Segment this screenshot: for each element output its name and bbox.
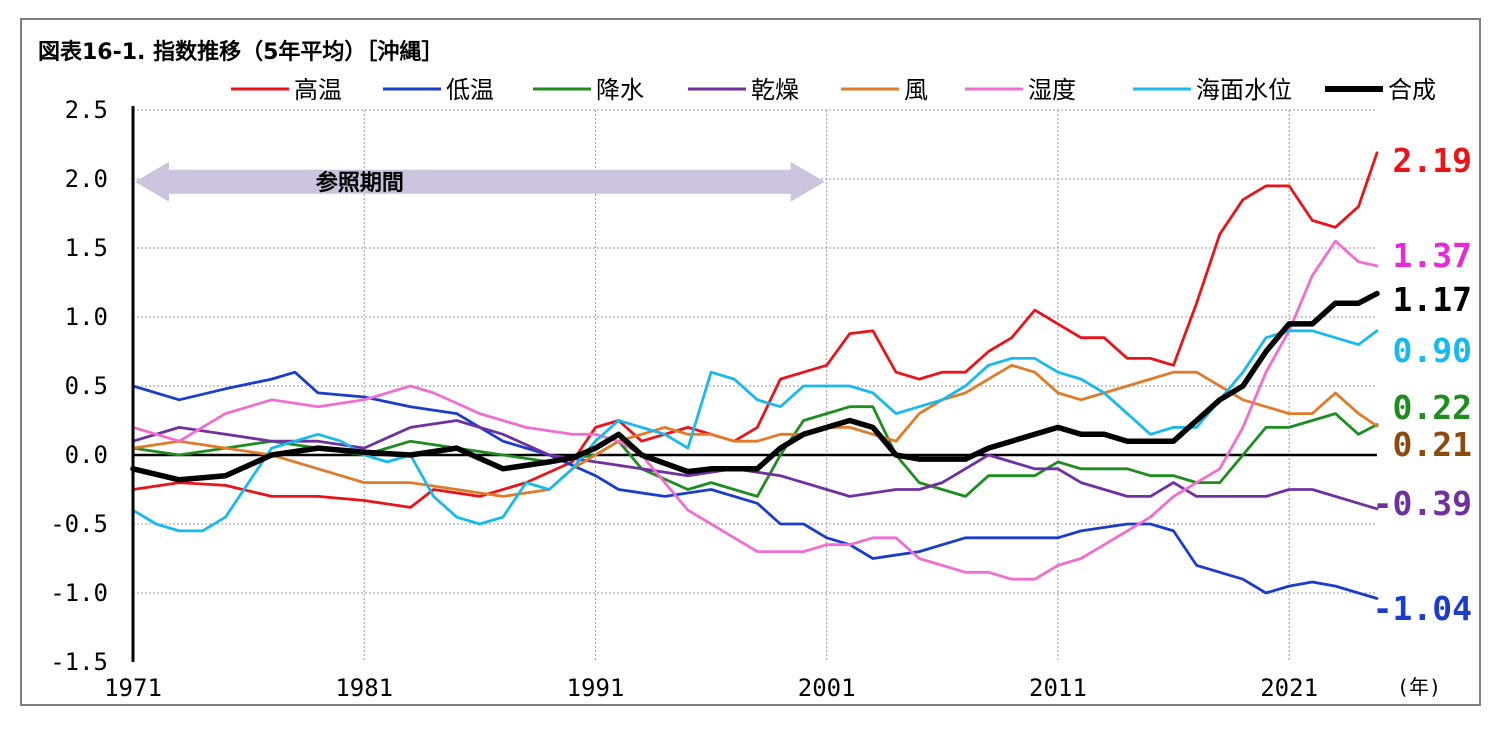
x-tick-label: 2011: [1029, 674, 1087, 702]
legend-label: 高温: [294, 76, 342, 104]
x-tick-label: 2001: [798, 674, 856, 702]
y-tick-label: 0.5: [65, 372, 108, 400]
y-tick-label: -1.0: [50, 579, 108, 607]
chart-frame: [20, 18, 1481, 706]
y-tick-label: -1.5: [50, 648, 108, 676]
legend-label: 風: [904, 76, 928, 104]
y-tick-label: 1.5: [65, 234, 108, 262]
y-tick-label: -0.5: [50, 510, 108, 538]
y-tick-label: 2.0: [65, 165, 108, 193]
x-tick-label: 1991: [567, 674, 625, 702]
end-value-label: 0.21: [1393, 425, 1472, 464]
series-lines: [130, 151, 1380, 600]
x-unit-label: (年): [1397, 675, 1441, 699]
end-value-label: 0.90: [1393, 331, 1472, 370]
series-line: [131, 419, 1379, 511]
series-line: [131, 363, 1379, 498]
series-line: [130, 290, 1380, 483]
y-tick-label: 2.5: [65, 96, 108, 124]
reference-period-label: 参照期間: [316, 170, 404, 196]
legend-label: 降水: [596, 76, 644, 104]
reference-period-arrow: 参照期間: [135, 161, 825, 202]
legend-label: 低温: [446, 76, 494, 104]
legend-label: 合成: [1388, 76, 1436, 104]
end-value-label: -1.04: [1373, 589, 1472, 628]
legend-label: 海面水位: [1196, 76, 1292, 104]
x-tick-label: 2021: [1260, 674, 1318, 702]
chart-title: 図表16-1. 指数推移（5年平均）［沖縄］: [38, 40, 444, 65]
y-tick-label: 1.0: [65, 303, 108, 331]
x-tick-label: 1981: [335, 674, 393, 702]
series-line: [131, 239, 1379, 581]
legend: 高温 低温 降水 乾燥 風 湿度 海面水位 合成: [231, 76, 1436, 104]
legend-label: 湿度: [1028, 76, 1076, 104]
end-value-label: 1.37: [1393, 236, 1472, 275]
grid-lines: [133, 109, 1377, 662]
end-value-label: 0.22: [1393, 388, 1472, 427]
end-value-label: 2.19: [1393, 141, 1472, 180]
reference-arrow-shape: [135, 161, 825, 202]
end-value-label: 1.17: [1393, 280, 1472, 319]
end-value-labels: 2.19 -1.04 0.22 -0.39 0.21 1.37 0.90 1.17: [1373, 141, 1472, 628]
series-line: [131, 329, 1379, 533]
end-value-label: -0.39: [1373, 484, 1472, 523]
series-line: [131, 151, 1379, 509]
y-tick-label: 0.0: [65, 441, 108, 469]
series-line: [131, 405, 1379, 498]
legend-label: 乾燥: [751, 76, 799, 104]
x-tick-label: 1971: [104, 674, 162, 702]
